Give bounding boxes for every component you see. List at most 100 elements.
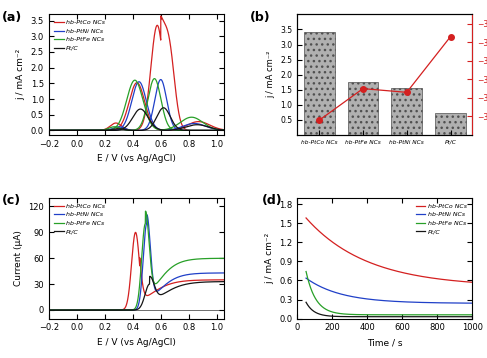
Bar — [435, 113, 466, 135]
Pt/C — [221, 128, 227, 132]
Line: Pt/C: Pt/C — [306, 302, 472, 317]
hb-PtFe NCs — [126, 128, 132, 132]
hb-PtNi NCs — [131, 308, 137, 312]
Pt/C — [131, 128, 137, 132]
Pt/C — [46, 308, 52, 312]
hb-PtFe NCs — [312, 295, 318, 299]
Pt/C — [216, 128, 222, 132]
Y-axis label: j / mA cm⁻²: j / mA cm⁻² — [264, 233, 274, 284]
hb-PtCo NCs — [126, 128, 132, 132]
hb-PtNi NCs — [434, 301, 440, 305]
hb-PtNi NCs — [55, 308, 60, 312]
Pt/C — [46, 128, 52, 132]
hb-PtNi NCs — [216, 271, 222, 275]
hb-PtNi NCs — [221, 271, 227, 275]
hb-PtFe NCs — [184, 258, 189, 263]
hb-PtCo NCs — [465, 280, 470, 284]
hb-PtCo NCs — [216, 278, 222, 282]
Y-axis label: j / mA cm⁻²: j / mA cm⁻² — [266, 51, 275, 98]
Pt/C — [434, 315, 440, 319]
hb-PtCo NCs — [126, 287, 132, 291]
hb-PtNi NCs — [469, 301, 475, 305]
hb-PtCo NCs — [55, 308, 60, 312]
hb-PtNi NCs — [216, 271, 222, 275]
hb-PtFe NCs — [184, 128, 189, 132]
hb-PtFe NCs — [55, 128, 60, 132]
Pt/C — [147, 274, 153, 279]
hb-PtNi NCs — [126, 127, 132, 132]
Pt/C — [465, 315, 470, 319]
hb-PtCo NCs — [131, 237, 137, 242]
Pt/C — [161, 106, 167, 110]
Line: hb-PtFe NCs: hb-PtFe NCs — [306, 271, 472, 315]
hb-PtFe NCs — [465, 313, 470, 317]
hb-PtCo NCs — [158, 14, 164, 18]
hb-PtFe NCs — [55, 308, 60, 312]
hb-PtFe NCs — [216, 256, 222, 261]
hb-PtCo NCs — [46, 308, 52, 312]
hb-PtCo NCs — [469, 280, 475, 284]
Pt/C — [465, 315, 470, 319]
hb-PtCo NCs — [216, 128, 222, 132]
Line: hb-PtCo NCs: hb-PtCo NCs — [49, 16, 224, 130]
X-axis label: E / V (vs Ag/AgCl): E / V (vs Ag/AgCl) — [97, 338, 176, 347]
Pt/C — [184, 282, 189, 286]
hb-PtNi NCs — [158, 77, 164, 82]
Pt/C — [221, 280, 227, 284]
Pt/C — [469, 315, 475, 319]
hb-PtFe NCs — [46, 308, 52, 312]
hb-PtNi NCs — [379, 298, 385, 303]
hb-PtFe NCs — [221, 128, 227, 132]
hb-PtNi NCs — [184, 128, 189, 132]
hb-PtFe NCs — [434, 313, 440, 317]
hb-PtNi NCs — [312, 281, 318, 286]
hb-PtFe NCs — [465, 313, 470, 317]
Pt/C — [379, 315, 385, 319]
Y-axis label: j / mA cm⁻²: j / mA cm⁻² — [16, 49, 25, 100]
Bar — [392, 88, 422, 135]
hb-PtNi NCs — [303, 276, 309, 280]
hb-PtCo NCs — [379, 265, 385, 269]
hb-PtNi NCs — [465, 301, 470, 305]
Legend: hb-PtCo NCs, hb-PtNi NCs, hb-PtFe NCs, Pt/C: hb-PtCo NCs, hb-PtNi NCs, hb-PtFe NCs, P… — [52, 18, 108, 53]
hb-PtNi NCs — [46, 128, 52, 132]
hb-PtNi NCs — [46, 308, 52, 312]
Bar — [348, 82, 378, 135]
hb-PtCo NCs — [184, 128, 189, 132]
Line: Pt/C: Pt/C — [49, 108, 224, 130]
Pt/C — [216, 280, 222, 284]
Line: Pt/C: Pt/C — [49, 276, 224, 310]
Line: hb-PtFe NCs: hb-PtFe NCs — [49, 79, 224, 130]
hb-PtFe NCs — [46, 128, 52, 132]
hb-PtNi NCs — [465, 301, 470, 305]
Pt/C — [216, 128, 222, 132]
hb-PtCo NCs — [216, 128, 222, 132]
Pt/C — [131, 308, 137, 312]
hb-PtCo NCs — [312, 225, 318, 229]
hb-PtNi NCs — [216, 128, 222, 132]
hb-PtCo NCs — [221, 278, 227, 282]
hb-PtFe NCs — [143, 209, 149, 213]
hb-PtCo NCs — [184, 279, 189, 283]
Line: hb-PtNi NCs: hb-PtNi NCs — [306, 278, 472, 303]
hb-PtNi NCs — [216, 128, 222, 132]
Pt/C — [216, 280, 222, 284]
Pt/C — [303, 300, 309, 304]
hb-PtCo NCs — [131, 128, 137, 132]
Pt/C — [126, 128, 132, 132]
hb-PtFe NCs — [131, 307, 137, 311]
Text: (b): (b) — [250, 11, 271, 24]
Pt/C — [55, 128, 60, 132]
Text: (a): (a) — [1, 11, 22, 24]
hb-PtNi NCs — [221, 128, 227, 132]
hb-PtFe NCs — [469, 313, 475, 317]
hb-PtCo NCs — [221, 128, 227, 132]
Line: hb-PtCo NCs: hb-PtCo NCs — [306, 218, 472, 282]
hb-PtFe NCs — [384, 313, 390, 317]
Y-axis label: Current (μA): Current (μA) — [14, 230, 22, 286]
Pt/C — [55, 308, 60, 312]
Bar — [304, 33, 335, 135]
hb-PtFe NCs — [379, 313, 385, 317]
hb-PtFe NCs — [216, 128, 222, 132]
hb-PtCo NCs — [132, 230, 138, 234]
